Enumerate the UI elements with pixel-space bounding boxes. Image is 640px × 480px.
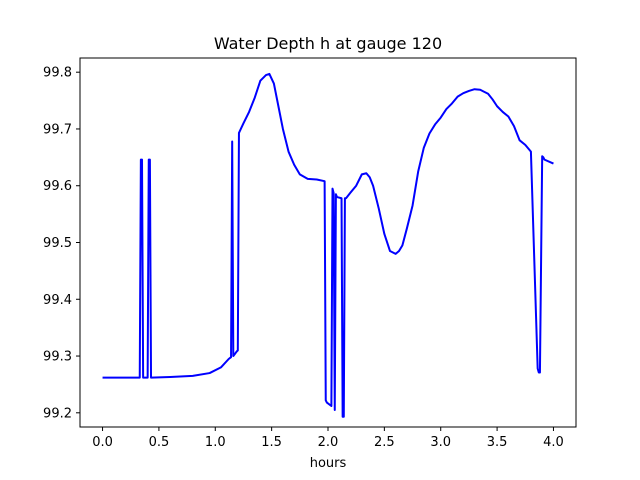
x-tick-label: 1.5 <box>261 435 282 450</box>
plot-area <box>102 72 554 418</box>
x-tick-label: 0.0 <box>92 435 113 450</box>
x-tick-label: 2.0 <box>318 435 339 450</box>
x-tick-label: 3.5 <box>487 435 508 450</box>
x-tick-label: 1.0 <box>205 435 226 450</box>
x-axis-label: hours <box>310 456 347 471</box>
y-tick-label: 99.3 <box>43 350 72 365</box>
x-tick-label: 4.0 <box>543 435 564 450</box>
y-axis: 99.2 99.3 99.4 99.5 99.6 99.7 99.8 <box>43 66 80 421</box>
x-axis: 0.0 0.5 1.0 1.5 2.0 2.5 3.0 3.5 4.0 <box>92 427 564 450</box>
x-tick-label: 2.5 <box>374 435 395 450</box>
y-tick-label: 99.6 <box>43 179 72 194</box>
y-tick-label: 99.5 <box>43 236 72 251</box>
axes-frame <box>79 57 577 428</box>
chart-title: Water Depth h at gauge 120 <box>214 34 442 53</box>
x-tick-label: 3.0 <box>430 435 451 450</box>
y-tick-label: 99.2 <box>43 406 72 421</box>
y-tick-label: 99.7 <box>43 122 72 137</box>
y-tick-label: 99.4 <box>43 293 72 308</box>
y-tick-label: 99.8 <box>43 66 72 81</box>
x-tick-label: 0.5 <box>149 435 170 450</box>
series-line <box>102 72 554 418</box>
